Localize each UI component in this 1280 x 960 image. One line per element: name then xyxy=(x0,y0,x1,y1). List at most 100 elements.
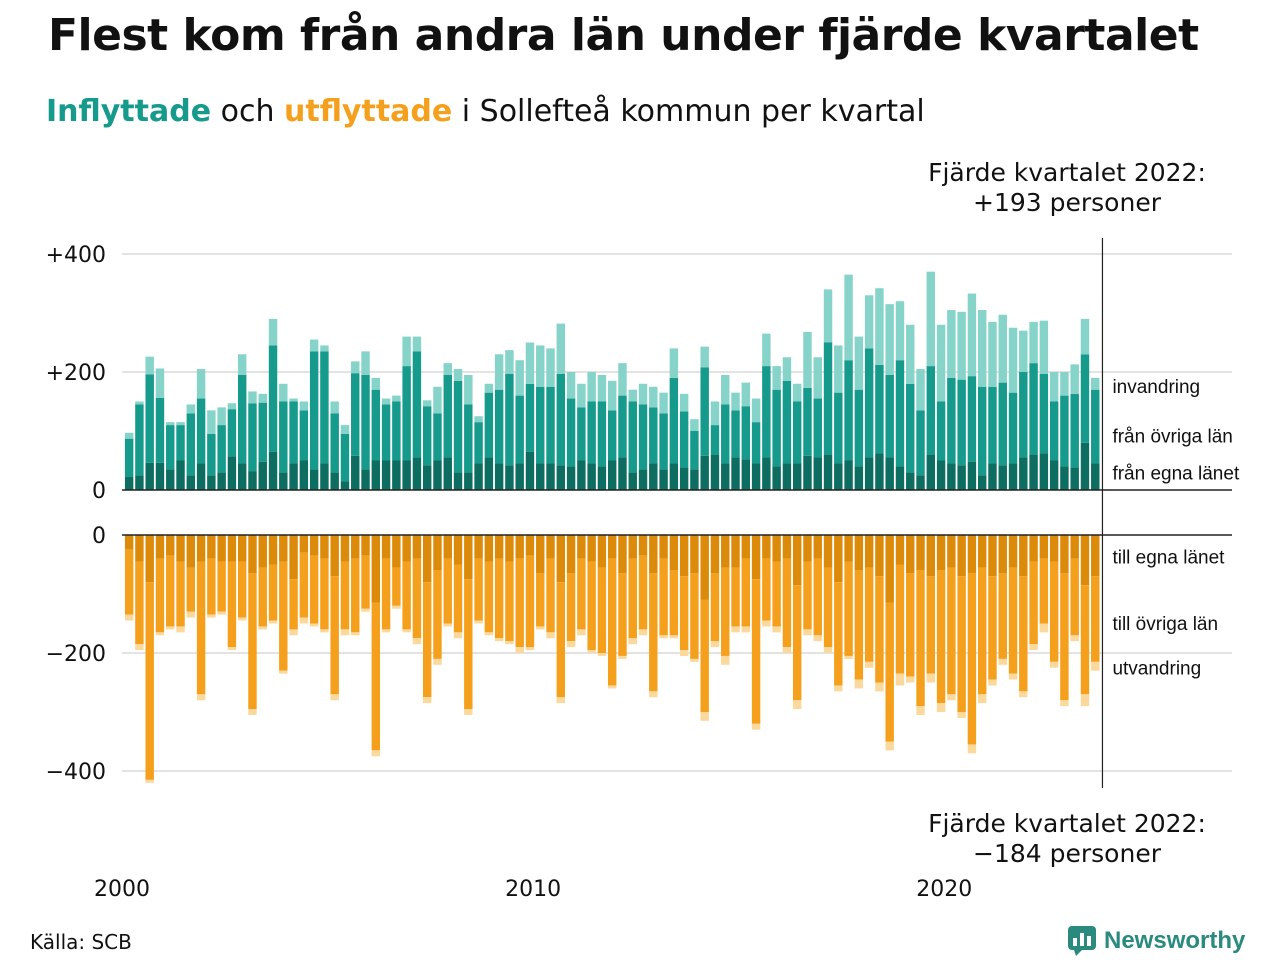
bar-in-immigration xyxy=(258,393,267,403)
bar-in-other-counties xyxy=(515,395,524,464)
bar-out-other-counties xyxy=(279,561,288,671)
bar-out-other-counties xyxy=(330,576,339,695)
bar-in-immigration xyxy=(577,383,586,408)
bar-out-emigration xyxy=(854,679,864,689)
bar-out-own-county xyxy=(607,535,617,559)
bar-out-own-county xyxy=(844,535,853,562)
bar-in-other-counties xyxy=(422,406,432,466)
bar-out-own-county xyxy=(710,535,720,574)
bar-in-other-counties xyxy=(731,410,740,458)
bar-in-other-counties xyxy=(1049,401,1059,461)
bar-out-other-counties xyxy=(227,561,237,648)
bar-in-other-counties xyxy=(536,386,545,464)
bar-in-other-counties xyxy=(217,425,226,473)
bar-in-other-counties xyxy=(340,433,350,482)
series-label-outflow-0: till egna länet xyxy=(1112,548,1225,569)
subtitle-middle: och xyxy=(211,94,284,129)
bar-out-own-county xyxy=(782,535,792,559)
bar-out-other-counties xyxy=(721,567,730,656)
bar-in-immigration xyxy=(371,377,381,390)
bar-out-other-counties xyxy=(494,558,504,639)
bar-out-other-counties xyxy=(289,579,298,630)
bar-in-immigration xyxy=(1019,330,1028,372)
bar-in-other-counties xyxy=(690,431,699,470)
bar-in-own-county xyxy=(1070,467,1079,490)
annotation-bottom-line2: −184 personer xyxy=(973,839,1162,868)
bar-in-other-counties xyxy=(957,379,966,466)
bar-out-own-county xyxy=(916,535,925,571)
bar-out-other-counties xyxy=(176,561,185,627)
bar-out-emigration xyxy=(422,697,432,704)
bar-in-own-county xyxy=(566,466,576,490)
bar-out-other-counties xyxy=(1019,576,1028,692)
bar-in-other-counties xyxy=(597,401,607,467)
bar-out-other-counties xyxy=(566,573,576,642)
bar-in-immigration xyxy=(402,336,411,367)
bar-out-other-counties xyxy=(1070,558,1079,636)
bar-in-immigration xyxy=(1080,318,1090,355)
newsworthy-logo[interactable]: Newsworthy xyxy=(1068,924,1245,958)
bar-in-other-counties xyxy=(1070,393,1079,468)
bar-out-emigration xyxy=(721,655,730,665)
bar-out-emigration xyxy=(217,611,226,615)
bar-in-own-county xyxy=(957,465,966,490)
x-tick-label: 2010 xyxy=(505,877,561,902)
bar-out-own-county xyxy=(669,535,679,571)
bar-in-immigration xyxy=(320,345,329,352)
bar-out-own-county xyxy=(772,535,781,562)
bar-out-other-counties xyxy=(834,582,843,686)
bar-out-emigration xyxy=(474,620,483,624)
bar-out-emigration xyxy=(145,779,154,783)
bar-out-own-county xyxy=(1060,535,1069,574)
bar-in-own-county xyxy=(186,475,196,490)
bar-in-immigration xyxy=(916,369,925,411)
bar-out-emigration xyxy=(248,709,257,715)
bar-out-other-counties xyxy=(556,582,566,698)
bar-out-own-county xyxy=(320,535,329,559)
bar-in-other-counties xyxy=(227,409,237,457)
bar-in-immigration xyxy=(330,401,339,414)
bar-chart-logo-icon xyxy=(1068,926,1096,956)
bar-in-own-county xyxy=(885,457,894,490)
bar-out-other-counties xyxy=(1029,561,1038,645)
bar-out-other-counties xyxy=(443,558,452,624)
bar-in-other-counties xyxy=(1080,354,1090,443)
bar-out-other-counties xyxy=(1080,585,1090,695)
bar-out-emigration xyxy=(494,638,504,642)
bar-out-other-counties xyxy=(741,558,751,627)
bar-in-immigration xyxy=(196,369,206,399)
bar-out-emigration xyxy=(443,623,452,627)
bar-in-immigration xyxy=(947,310,956,378)
bar-in-other-counties xyxy=(361,374,370,470)
bar-in-other-counties xyxy=(906,383,915,473)
bar-in-immigration xyxy=(525,342,535,384)
bar-in-own-county xyxy=(936,460,946,490)
bar-out-emigration xyxy=(936,703,946,712)
bar-out-own-county xyxy=(1019,535,1028,577)
bar-out-other-counties xyxy=(587,561,596,651)
bar-out-emigration xyxy=(268,620,278,624)
bar-in-own-county xyxy=(155,462,165,490)
bar-out-emigration xyxy=(330,694,339,701)
bar-out-other-counties xyxy=(381,558,391,630)
bar-in-other-counties xyxy=(443,374,452,458)
bar-out-other-counties xyxy=(916,570,925,707)
bar-in-immigration xyxy=(1070,364,1079,394)
bar-out-emigration xyxy=(207,614,216,618)
bar-in-own-county xyxy=(340,481,350,490)
bar-in-other-counties xyxy=(258,402,267,462)
bar-in-own-county xyxy=(988,463,997,490)
bar-in-other-counties xyxy=(525,383,535,452)
bar-out-other-counties xyxy=(268,564,278,621)
bar-in-immigration xyxy=(741,382,751,407)
bar-out-emigration xyxy=(464,709,473,715)
axes: 0 +200 +400 0 −200 −400 2000 2010 2020 xyxy=(46,238,1232,902)
bar-in-other-counties xyxy=(1019,372,1028,458)
bar-out-emigration xyxy=(505,641,514,645)
bar-out-emigration xyxy=(1091,661,1100,671)
source-note: Källa: SCB xyxy=(30,930,132,954)
bar-out-other-counties xyxy=(1039,558,1049,624)
bar-in-own-county xyxy=(422,465,432,490)
bar-in-own-county xyxy=(679,467,689,490)
bar-in-immigration xyxy=(556,323,566,374)
